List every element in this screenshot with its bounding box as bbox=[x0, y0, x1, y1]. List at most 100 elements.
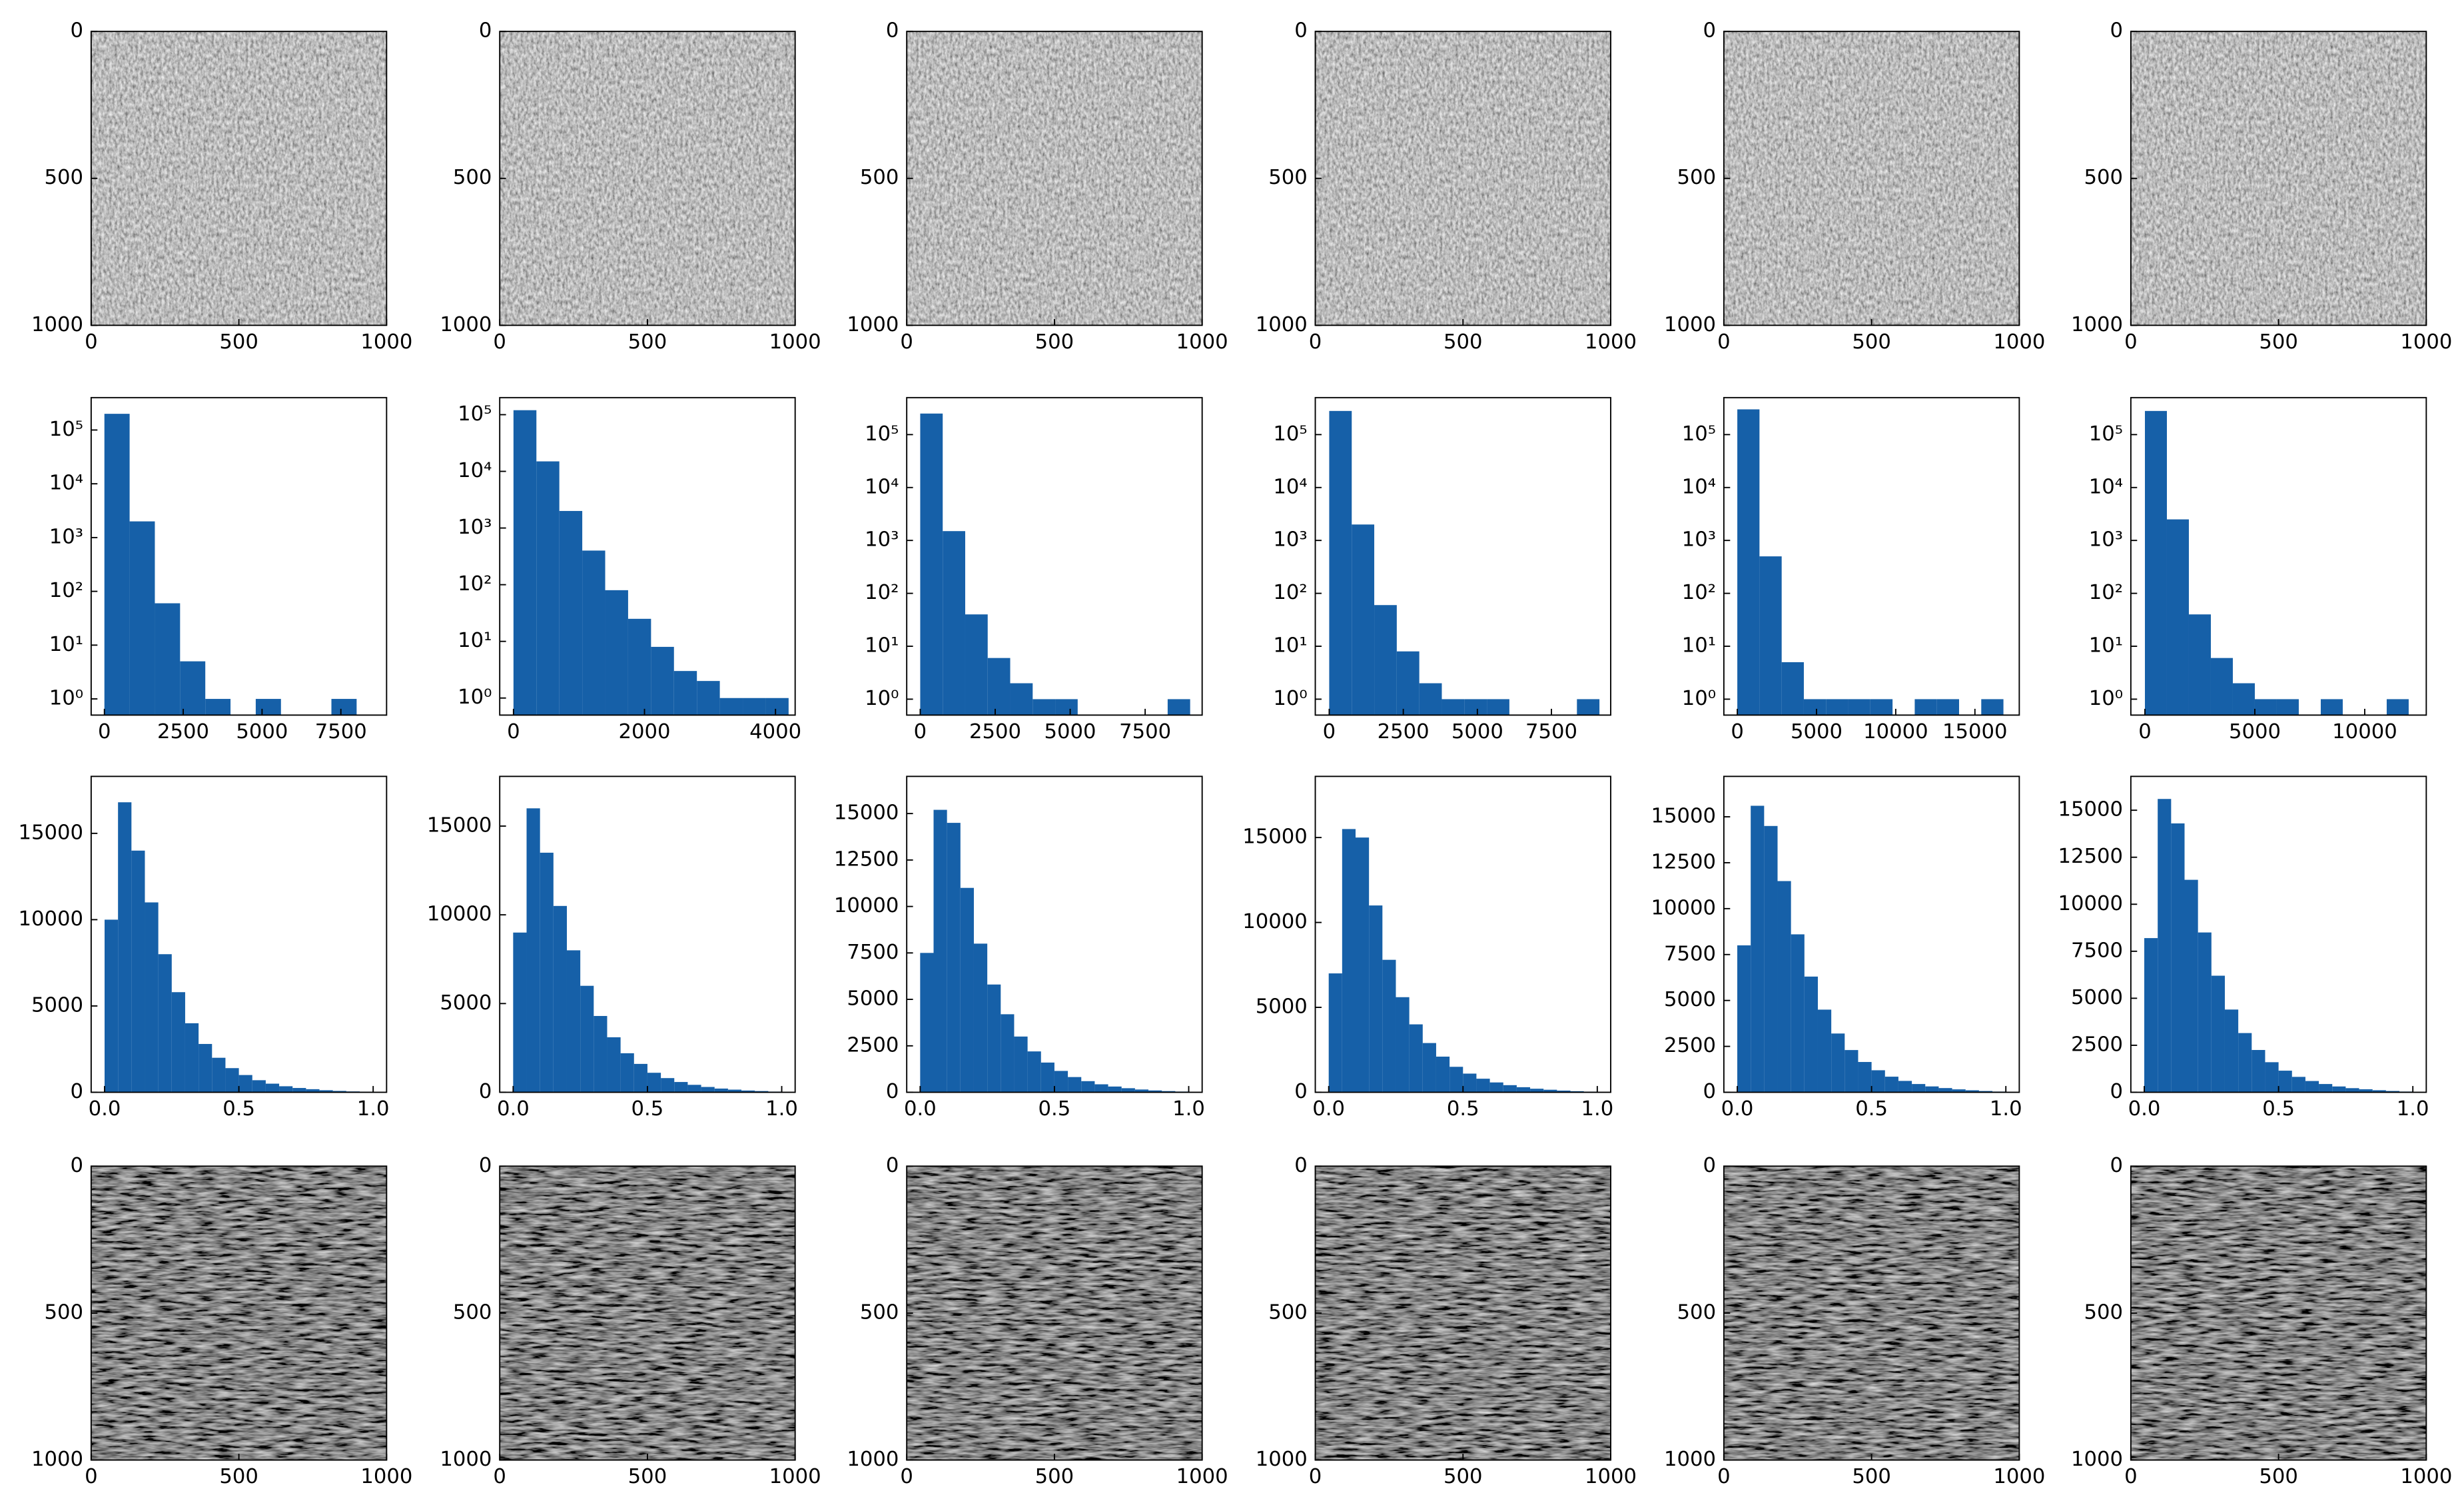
histogram-bar bbox=[673, 671, 697, 716]
histogram-bar bbox=[1040, 1062, 1054, 1093]
y-tick-label: 10⁴ bbox=[49, 472, 83, 495]
histogram-bar bbox=[1014, 1036, 1028, 1093]
y-tick-label: 5000 bbox=[847, 987, 899, 1011]
x-tick-label: 0 bbox=[2138, 720, 2152, 744]
histogram-bar bbox=[727, 1089, 742, 1093]
y-tick-label: 7500 bbox=[1664, 942, 1716, 965]
histogram-bar bbox=[1831, 1033, 1845, 1093]
x-tick-label: 5000 bbox=[1451, 720, 1503, 744]
x-tick-label: 5000 bbox=[236, 720, 288, 744]
x-tick-label: 1000 bbox=[1176, 1465, 1228, 1488]
x-tick-label: 7500 bbox=[1119, 720, 1171, 744]
histogram-bar bbox=[765, 698, 789, 716]
x-tick-label: 15000 bbox=[1942, 720, 2008, 744]
histogram-bar bbox=[1342, 829, 1356, 1093]
image bbox=[907, 31, 1202, 326]
x-tick-label: 0 bbox=[900, 330, 913, 354]
histogram-bar bbox=[687, 1085, 701, 1093]
x-tick-label: 1000 bbox=[2400, 330, 2452, 354]
y-tick-label: 10³ bbox=[1682, 528, 1716, 552]
x-tick-label: 1000 bbox=[2400, 1465, 2452, 1488]
histogram-bar bbox=[1081, 1081, 1095, 1093]
histogram-bar bbox=[701, 1087, 715, 1093]
histogram-bar bbox=[1108, 1086, 1122, 1093]
y-tick-label: 0 bbox=[1294, 1080, 1308, 1103]
x-tick-label: 1.0 bbox=[1581, 1097, 1613, 1121]
y-tick-label: 10¹ bbox=[49, 633, 83, 656]
y-tick-label: 500 bbox=[45, 1300, 84, 1324]
histogram-bar bbox=[155, 603, 181, 716]
histogram-bar bbox=[605, 590, 628, 716]
y-tick-label: 12500 bbox=[1651, 850, 1717, 873]
y-tick-label: 10000 bbox=[2058, 892, 2124, 915]
x-tick-label: 7500 bbox=[1525, 720, 1577, 744]
y-tick-label: 500 bbox=[45, 166, 84, 189]
histogram-bar bbox=[2278, 1071, 2292, 1093]
x-tick-label: 1.0 bbox=[2397, 1097, 2429, 1121]
x-tick-label: 0.5 bbox=[2262, 1097, 2295, 1121]
histogram-bar bbox=[513, 410, 537, 716]
histogram-bar bbox=[743, 698, 766, 716]
y-tick-label: 10⁵ bbox=[865, 422, 899, 446]
y-tick-label: 10⁰ bbox=[458, 686, 492, 709]
y-tick-label: 2500 bbox=[2071, 1033, 2123, 1056]
axes-frame bbox=[1314, 396, 1611, 716]
histogram-bar bbox=[594, 1015, 608, 1093]
histogram-bar bbox=[661, 1078, 675, 1093]
y-tick-label: 5000 bbox=[31, 993, 83, 1017]
x-tick-label: 2500 bbox=[157, 720, 209, 744]
histogram-bar bbox=[129, 521, 155, 716]
histogram-bar bbox=[185, 1023, 199, 1093]
histogram-bar bbox=[1978, 1091, 1993, 1093]
histogram-bar bbox=[158, 954, 172, 1093]
histogram-bar bbox=[943, 531, 965, 716]
histogram-bar bbox=[2210, 658, 2233, 716]
histogram-bar bbox=[2359, 1089, 2373, 1093]
histogram-bar bbox=[1010, 683, 1033, 716]
histogram-bar bbox=[559, 510, 583, 716]
histogram-bar bbox=[2198, 932, 2212, 1093]
histogram-bar bbox=[252, 1080, 266, 1093]
x-tick-label: 0.5 bbox=[1447, 1097, 1479, 1121]
image bbox=[500, 1166, 795, 1460]
y-tick-label: 10³ bbox=[865, 528, 899, 552]
histogram-bar bbox=[2345, 1088, 2359, 1093]
x-tick-label: 1000 bbox=[1585, 1465, 1637, 1488]
histogram-bar bbox=[1817, 1009, 1832, 1093]
y-tick-label: 15000 bbox=[19, 821, 84, 844]
x-tick-label: 500 bbox=[219, 1465, 258, 1488]
histogram-bar bbox=[1981, 699, 2004, 716]
histogram-bar bbox=[947, 823, 961, 1093]
histogram-bar bbox=[714, 1088, 728, 1093]
histogram-bar bbox=[580, 985, 594, 1093]
histogram-bar bbox=[332, 1091, 346, 1093]
y-tick-label: 7500 bbox=[847, 941, 899, 964]
y-tick-label: 0 bbox=[71, 1080, 84, 1103]
histogram-bar bbox=[1737, 409, 1760, 716]
y-tick-label: 10⁵ bbox=[1273, 422, 1307, 446]
x-tick-label: 0.0 bbox=[497, 1097, 530, 1121]
histogram-bar bbox=[1845, 1050, 1858, 1093]
y-tick-label: 10⁵ bbox=[2089, 422, 2123, 446]
histogram-bar bbox=[1884, 1077, 1898, 1093]
y-tick-label: 10000 bbox=[1242, 910, 1308, 933]
x-tick-label: 1000 bbox=[1993, 1465, 2045, 1488]
axes-frame bbox=[2130, 396, 2427, 716]
y-tick-label: 1000 bbox=[440, 1448, 492, 1471]
x-tick-label: 500 bbox=[1443, 1465, 1483, 1488]
x-tick-label: 0 bbox=[493, 330, 506, 354]
histogram-bar bbox=[331, 699, 357, 716]
histogram-bar bbox=[212, 1057, 226, 1093]
histogram-bar bbox=[1912, 1084, 1926, 1093]
histogram-bar bbox=[1804, 976, 1818, 1093]
y-tick-label: 2500 bbox=[1664, 1034, 1716, 1057]
histogram-bar bbox=[553, 905, 567, 1093]
y-tick-label: 10¹ bbox=[2089, 634, 2123, 658]
y-tick-label: 0 bbox=[479, 1080, 492, 1103]
y-tick-label: 10⁰ bbox=[865, 687, 899, 710]
histogram-bar bbox=[1419, 683, 1442, 716]
x-tick-label: 7500 bbox=[315, 720, 367, 744]
x-tick-label: 5000 bbox=[1044, 720, 1096, 744]
histogram-bar bbox=[1328, 973, 1342, 1093]
